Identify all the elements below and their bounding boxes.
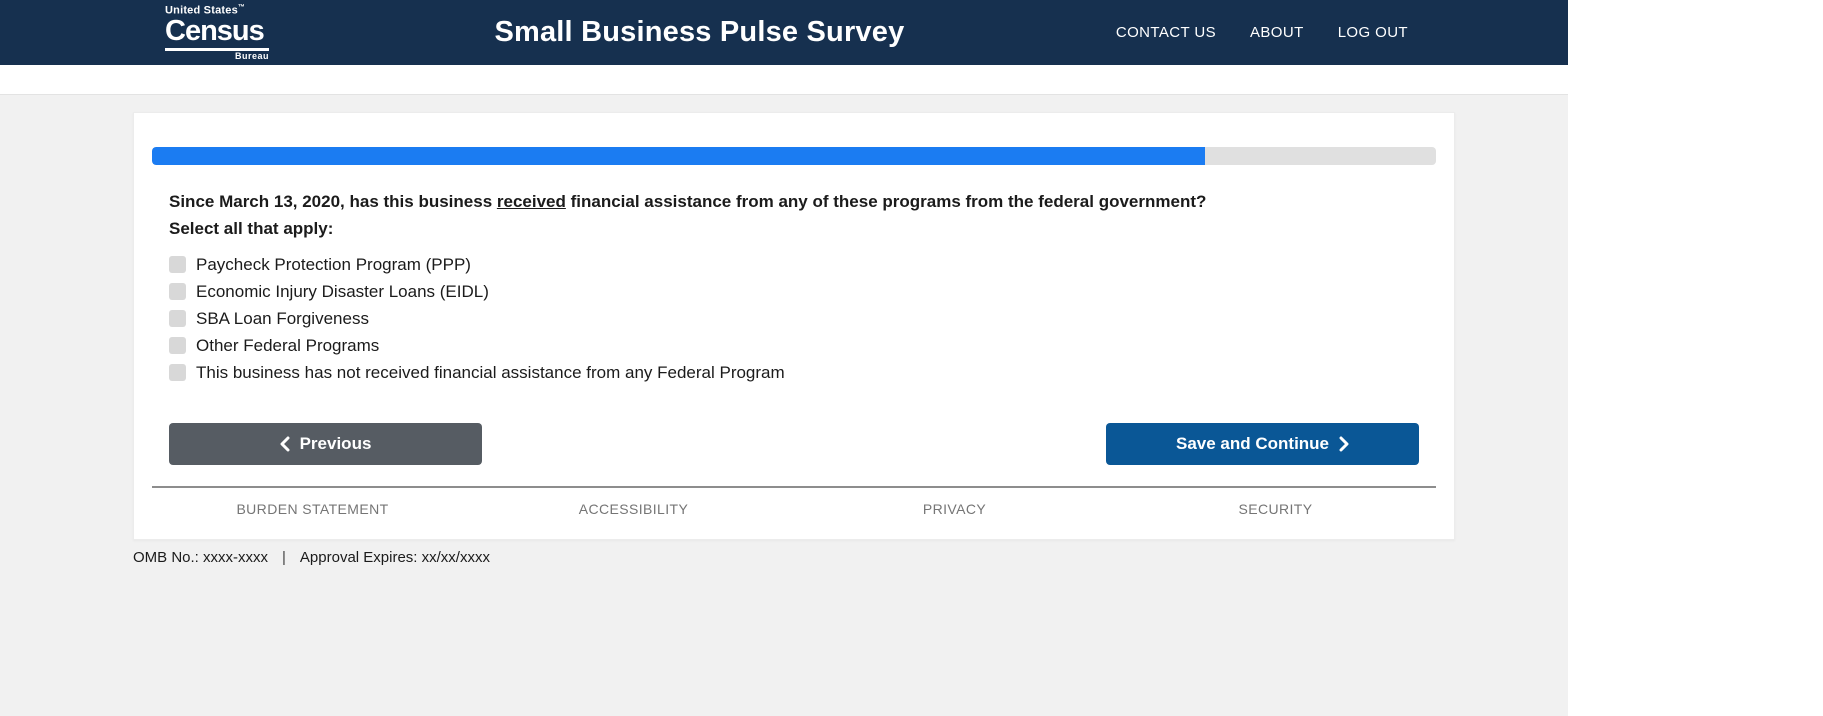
omb-separator: | <box>282 549 286 566</box>
option-other-federal-programs[interactable]: Other Federal Programs <box>169 332 1419 359</box>
question-section: Since March 13, 2020, has this business … <box>152 188 1436 465</box>
trademark-symbol: ™ <box>237 3 246 11</box>
header-spacer-strip <box>0 65 1568 95</box>
checkbox-icon[interactable] <box>169 310 186 327</box>
card-footer-links: BURDEN STATEMENT ACCESSIBILITY PRIVACY S… <box>152 486 1436 517</box>
option-ppp[interactable]: Paycheck Protection Program (PPP) <box>169 251 1419 278</box>
link-burden-statement[interactable]: BURDEN STATEMENT <box>236 501 389 517</box>
option-sba-loan-forgiveness[interactable]: SBA Loan Forgiveness <box>169 305 1419 332</box>
checkbox-icon[interactable] <box>169 364 186 381</box>
omb-approval-note: OMB No.: xxxx-xxxx | Approval Expires: xx/… <box>133 549 1568 566</box>
page-title: Small Business Pulse Survey <box>494 16 905 48</box>
option-no-assistance[interactable]: This business has not received financial… <box>169 359 1419 386</box>
checkbox-icon[interactable] <box>169 256 186 273</box>
census-bureau-logo[interactable]: United States™ Census Bureau <box>165 4 283 62</box>
progress-bar <box>152 147 1436 165</box>
chevron-left-icon <box>280 436 290 452</box>
logo-census: Census <box>165 15 265 48</box>
link-privacy[interactable]: PRIVACY <box>922 501 987 517</box>
survey-card: Since March 13, 2020, has this business … <box>133 112 1455 540</box>
checkbox-icon[interactable] <box>169 283 186 300</box>
chevron-right-icon <box>1339 436 1349 452</box>
logo-bureau: Bureau <box>234 51 269 62</box>
save-and-continue-button[interactable]: Save and Continue <box>1106 423 1419 465</box>
logo-united-states: United States™ <box>165 3 246 17</box>
header: United States™ Census Bureau Small Busin… <box>0 0 1568 65</box>
checkbox-group: Paycheck Protection Program (PPP) Econom… <box>169 251 1419 386</box>
top-nav: CONTACT US ABOUT LOG OUT <box>1116 24 1408 41</box>
option-eidl[interactable]: Economic Injury Disaster Loans (EIDL) <box>169 278 1419 305</box>
page-body: Since March 13, 2020, has this business … <box>0 95 1568 716</box>
underlined-word-received: received <box>496 192 566 211</box>
select-all-instruction: Select all that apply: <box>169 219 334 238</box>
omb-number: OMB No.: xxxx-xxxx <box>133 549 269 566</box>
logo-underline <box>165 48 269 52</box>
previous-button[interactable]: Previous <box>169 423 482 465</box>
button-row: Previous Save and Continue <box>169 423 1419 465</box>
link-security[interactable]: SECURITY <box>1238 501 1313 517</box>
question-text: Since March 13, 2020, has this business … <box>169 192 1207 211</box>
nav-contact-us[interactable]: CONTACT US <box>1115 24 1216 41</box>
browser-page: United States™ Census Bureau Small Busin… <box>0 0 1568 716</box>
progress-fill <box>152 147 1205 165</box>
nav-log-out[interactable]: LOG OUT <box>1337 24 1408 41</box>
approval-expires: Approval Expires: xx/xx/xxxx <box>299 549 490 566</box>
nav-about[interactable]: ABOUT <box>1250 24 1304 41</box>
link-accessibility[interactable]: ACCESSIBILITY <box>578 501 689 517</box>
checkbox-icon[interactable] <box>169 337 186 354</box>
